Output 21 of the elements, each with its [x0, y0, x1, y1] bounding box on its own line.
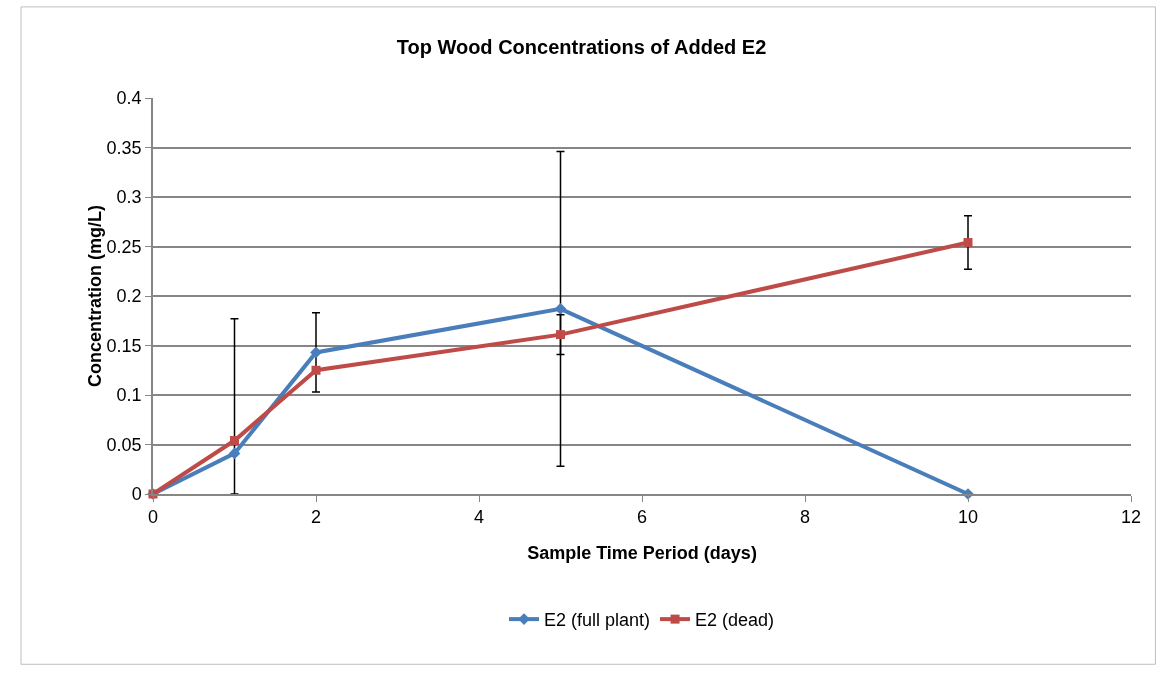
x-tick-label: 4	[473, 507, 485, 528]
y-tick-label: 0	[131, 484, 142, 505]
x-tick-label: 10	[957, 507, 979, 528]
x-tick-label: 8	[799, 507, 811, 528]
y-tick-label: 0.3	[116, 187, 142, 208]
x-tick-label: 6	[636, 507, 648, 528]
y-tick-label: 0.4	[116, 88, 142, 109]
chart-title: Top Wood Concentrations of Added E2	[396, 36, 767, 59]
y-tick-label: 0.25	[106, 236, 142, 257]
legend-label: E2 (dead)	[695, 610, 775, 631]
y-tick-label: 0.2	[116, 286, 142, 307]
legend-label: E2 (full plant)	[544, 610, 651, 631]
y-tick-label: 0.1	[116, 385, 142, 406]
y-tick-label: 0.15	[106, 335, 142, 356]
x-tick-label: 0	[147, 507, 159, 528]
x-tick-label: 2	[310, 507, 322, 528]
y-tick-label: 0.35	[106, 137, 142, 158]
x-axis-title: Sample Time Period (days)	[527, 542, 757, 563]
x-tick-label: 12	[1120, 507, 1142, 528]
y-tick-label: 0.05	[106, 434, 142, 455]
y-axis-title: Concentration (mg/L)	[84, 205, 105, 387]
